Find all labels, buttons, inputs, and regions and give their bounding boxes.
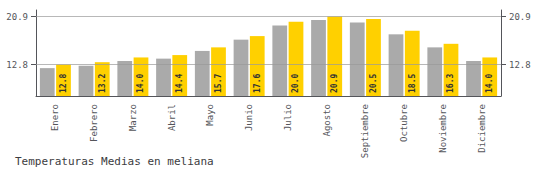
svg-text:Noviembre: Noviembre [438,104,448,153]
svg-text:20.9: 20.9 [6,12,28,22]
svg-text:Julio: Julio [283,104,293,131]
svg-text:Septiembre: Septiembre [360,104,370,158]
svg-text:15.7: 15.7 [214,74,223,93]
svg-text:Temperaturas Medias en meliana: Temperaturas Medias en meliana [15,155,214,168]
svg-text:Enero: Enero [50,104,60,131]
svg-text:14.0: 14.0 [136,74,145,93]
svg-text:20.0: 20.0 [291,74,300,93]
svg-text:18.5: 18.5 [408,74,417,93]
svg-text:Febrero: Febrero [89,104,99,142]
svg-text:12.8: 12.8 [509,60,531,70]
svg-text:12.8: 12.8 [59,74,68,93]
svg-text:Diciembre: Diciembre [477,104,487,153]
svg-text:13.2: 13.2 [98,74,107,93]
svg-text:17.6: 17.6 [253,74,262,93]
svg-text:16.3: 16.3 [446,74,455,93]
svg-text:Junio: Junio [244,104,254,131]
svg-text:Marzo: Marzo [128,104,138,131]
svg-text:20.9: 20.9 [330,74,339,93]
svg-text:Abril: Abril [167,104,177,131]
svg-text:Mayo: Mayo [205,104,215,126]
svg-text:14.4: 14.4 [175,74,184,93]
svg-text:Agosto: Agosto [322,104,332,137]
svg-text:Octubre: Octubre [399,104,409,142]
svg-text:12.8: 12.8 [6,60,28,70]
svg-text:20.5: 20.5 [369,74,378,93]
svg-text:20.9: 20.9 [509,12,531,22]
svg-text:14.0: 14.0 [485,74,494,93]
